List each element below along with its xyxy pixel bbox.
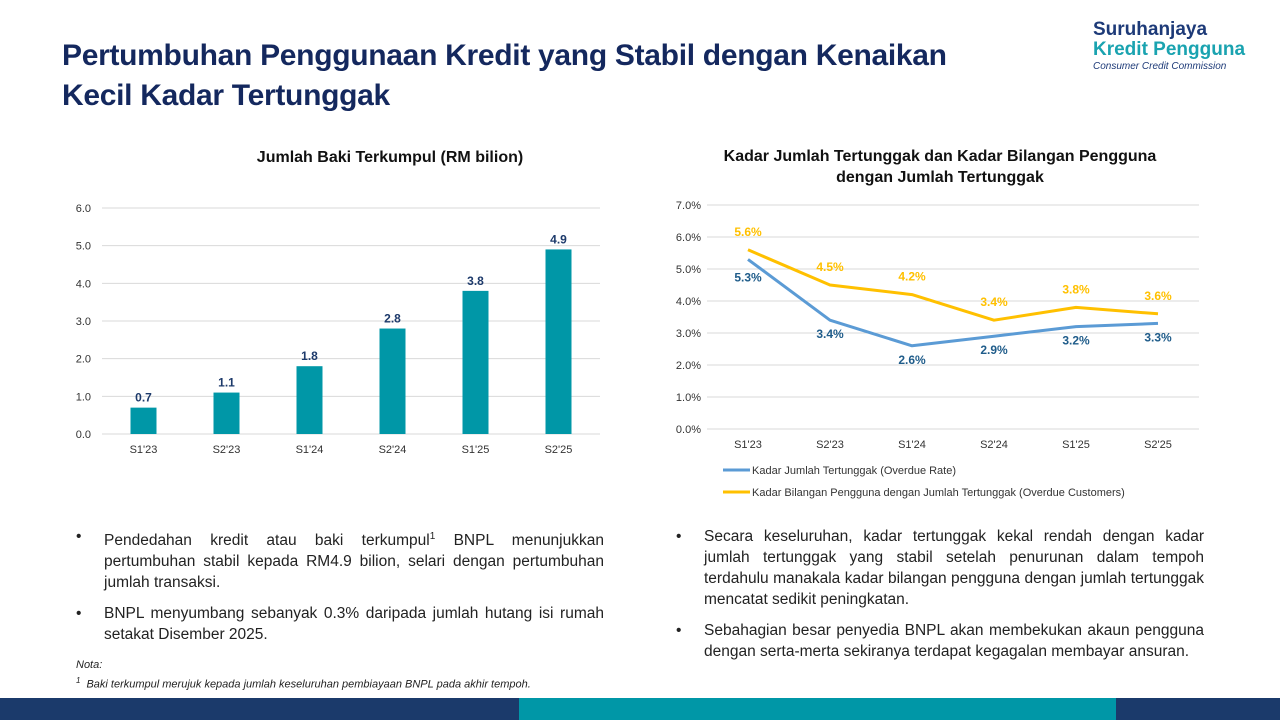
data-label: 2.8 <box>384 312 401 326</box>
y-tick-label: 0.0 <box>76 429 91 441</box>
data-label: 0.7 <box>135 391 152 405</box>
y-tick-label: 3.0 <box>76 316 91 328</box>
y-tick-label: 1.0% <box>676 392 701 404</box>
page-title: Pertumbuhan Penggunaan Kredit yang Stabi… <box>62 39 947 112</box>
data-label: 5.3% <box>734 270 762 284</box>
note-marker: 1 <box>76 676 81 685</box>
bullet-item: Sebahagian besar penyedia BNPL akan memb… <box>676 620 1204 662</box>
bar <box>213 392 240 434</box>
bullet-text: Pendedahan kredit atau baki terkumpul <box>104 532 430 550</box>
data-label: 3.8 <box>467 274 484 288</box>
footer-band-teal <box>519 698 1116 720</box>
x-tick-label: S1'24 <box>296 444 324 456</box>
y-tick-label: 6.0 <box>76 203 91 215</box>
logo-line2: Kredit Pengguna <box>1093 39 1246 60</box>
left-bullets: Pendedahan kredit atau baki terkumpul1 B… <box>76 526 604 655</box>
data-label: 4.9 <box>550 232 567 246</box>
footnote: Nota: 1 Baki terkumpul merujuk kepada jum… <box>76 658 531 693</box>
x-tick-label: S2'24 <box>379 444 407 456</box>
data-label: 2.9% <box>980 343 1008 357</box>
right-bullets: Secara keseluruhan, kadar tertunggak kek… <box>676 526 1204 672</box>
y-tick-label: 7.0% <box>676 200 701 212</box>
x-tick-label: S1'24 <box>898 439 926 451</box>
data-label: 2.6% <box>898 353 926 367</box>
line-chart-title: Kadar Jumlah Tertunggak dan Kadar Bilang… <box>723 148 1157 186</box>
overdue-customers-line <box>747 248 1159 322</box>
bullet-item: BNPL menyumbang sebanyak 0.3% daripada j… <box>76 603 604 645</box>
data-label: 4.5% <box>816 260 844 274</box>
legend-label: Kadar Jumlah Tertunggak (Overdue Rate) <box>752 465 956 477</box>
data-label: 5.6% <box>734 225 762 239</box>
data-label: 3.3% <box>1144 330 1172 344</box>
note-label: Nota: <box>76 659 103 671</box>
y-tick-label: 5.0 <box>76 241 91 253</box>
bar <box>130 407 157 434</box>
x-tick-label: S1'25 <box>1062 439 1090 451</box>
x-tick-label: S2'25 <box>545 444 573 456</box>
footer-band-navy <box>0 698 519 720</box>
data-label: 3.2% <box>1062 334 1090 348</box>
bar <box>296 366 323 434</box>
x-tick-label: S2'23 <box>213 444 241 456</box>
bar-chart-title: Jumlah Baki Terkumpul (RM bilion) <box>256 149 524 166</box>
y-tick-label: 4.0% <box>676 296 701 308</box>
overdue-rate-line <box>747 258 1159 348</box>
y-tick-label: 1.0 <box>76 391 91 403</box>
data-label: 1.1 <box>218 376 235 390</box>
x-tick-label: S2'23 <box>816 439 844 451</box>
bullet-text: BNPL menunjukkan pertumbuhan stabil kepa… <box>104 532 604 592</box>
y-tick-label: 3.0% <box>676 328 701 340</box>
x-tick-label: S1'23 <box>734 439 762 451</box>
data-label: 3.4% <box>816 327 844 341</box>
data-label: 3.6% <box>1144 289 1172 303</box>
y-tick-label: 4.0 <box>76 278 91 290</box>
data-label: 1.8 <box>301 349 318 363</box>
bullet-item: Pendedahan kredit atau baki terkumpul1 B… <box>76 526 604 593</box>
logo-line3: Consumer Credit Commission <box>1093 61 1227 72</box>
legend-label: Kadar Bilangan Pengguna dengan Jumlah Te… <box>752 487 1125 499</box>
x-tick-label: S2'24 <box>980 439 1008 451</box>
footnote-marker: 1 <box>429 531 436 542</box>
bullet-item: Secara keseluruhan, kadar tertunggak kek… <box>676 526 1204 610</box>
data-label: 3.8% <box>1062 282 1090 296</box>
y-tick-label: 0.0% <box>676 424 701 436</box>
x-tick-label: S2'25 <box>1144 439 1172 451</box>
y-tick-label: 5.0% <box>676 264 701 276</box>
bullet-text: BNPL menyumbang sebanyak 0.3% daripada j… <box>104 605 604 644</box>
note-text: Baki terkumpul merujuk kepada jumlah kes… <box>86 678 531 691</box>
logo: Suruhanjaya Kredit Pengguna Consumer Cre… <box>1093 20 1245 74</box>
x-tick-label: S1'25 <box>462 444 490 456</box>
y-tick-label: 2.0 <box>76 354 91 366</box>
logo-line1: Suruhanjaya <box>1093 19 1208 40</box>
footer-band-navy-right <box>1116 698 1280 720</box>
bar <box>379 328 406 434</box>
data-label: 4.2% <box>898 270 926 284</box>
bar <box>545 249 572 434</box>
bar <box>462 290 489 434</box>
y-tick-label: 6.0% <box>676 232 701 244</box>
data-label: 3.4% <box>980 295 1008 309</box>
y-tick-label: 2.0% <box>676 360 701 372</box>
x-tick-label: S1'23 <box>130 444 158 456</box>
